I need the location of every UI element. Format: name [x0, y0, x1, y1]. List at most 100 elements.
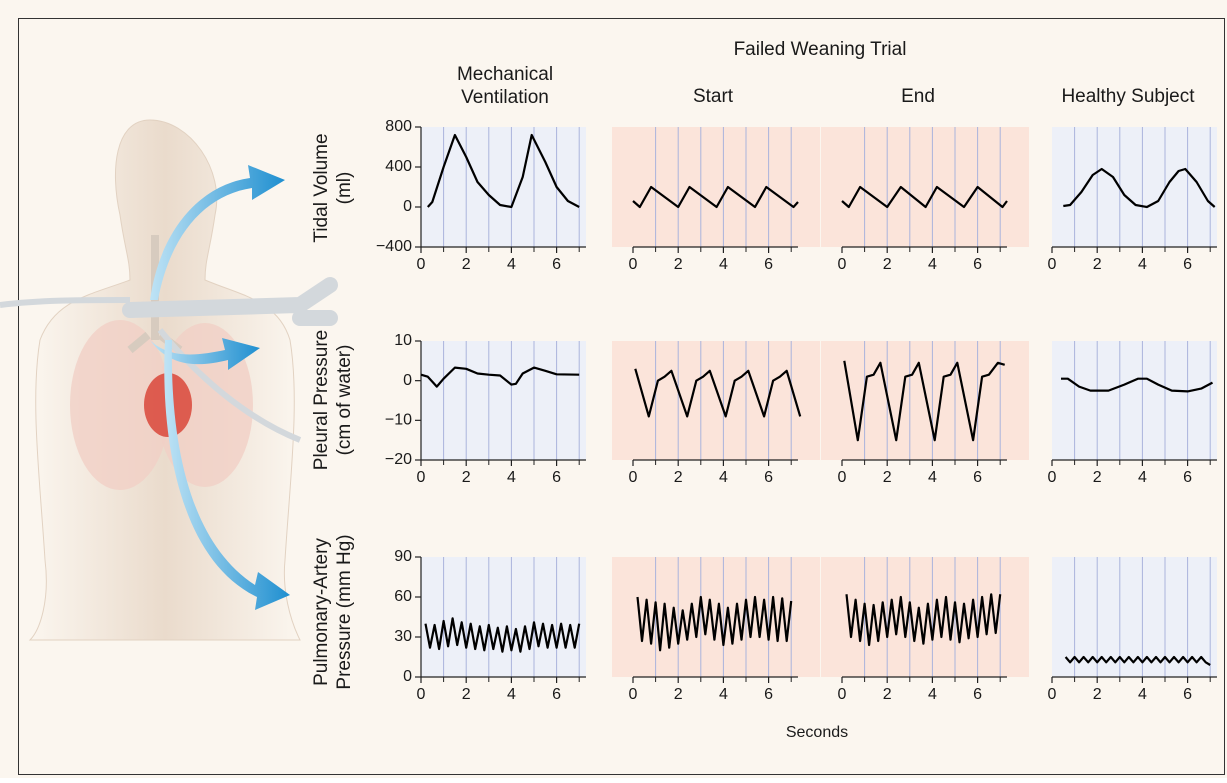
- x-tick-label: 2: [883, 256, 892, 273]
- panel-background: [421, 127, 586, 247]
- x-tick-label: 6: [764, 686, 773, 703]
- panel-background: [1052, 557, 1217, 677]
- panel-background: [1052, 341, 1217, 460]
- panel-background: [1052, 127, 1217, 247]
- x-tick-label: 4: [507, 469, 516, 486]
- x-tick-label: 6: [764, 469, 773, 486]
- x-tick-label: 0: [629, 256, 638, 273]
- panel-background: [612, 341, 820, 460]
- data-line: [1064, 655, 1211, 666]
- data-line: [424, 617, 581, 653]
- x-tick-label: 6: [973, 256, 982, 273]
- data-line: [634, 368, 802, 418]
- x-tick-label: 4: [928, 469, 937, 486]
- column-title: Ventilation: [461, 87, 549, 108]
- column-title: Start: [693, 86, 734, 107]
- panel-background: [821, 127, 1029, 247]
- x-tick-label: 4: [928, 256, 937, 273]
- x-tick-label: 4: [719, 686, 728, 703]
- data-line: [420, 366, 580, 388]
- x-tick-label: 6: [1183, 469, 1192, 486]
- x-tick-label: 6: [764, 256, 773, 273]
- y-tick-label: 60: [394, 588, 412, 605]
- x-tick-label: 4: [1138, 256, 1147, 273]
- x-tick-label: 0: [1048, 686, 1057, 703]
- x-tick-label: 0: [838, 469, 847, 486]
- x-tick-label: 0: [417, 256, 426, 273]
- x-tick-label: 4: [719, 469, 728, 486]
- x-tick-label: 4: [1138, 469, 1147, 486]
- y-tick-label: −10: [385, 412, 412, 429]
- data-line: [843, 360, 1006, 442]
- y-tick-label: 0: [403, 372, 412, 389]
- x-tick-label: 4: [507, 686, 516, 703]
- panel-background: [612, 127, 820, 247]
- anatomy-illustration: [0, 119, 338, 641]
- row-title: (cm of water): [334, 345, 355, 456]
- x-tick-label: 6: [1183, 256, 1192, 273]
- column-title: Mechanical: [457, 64, 553, 85]
- y-tick-label: 400: [385, 158, 412, 175]
- x-tick-label: 2: [1093, 256, 1102, 273]
- x-tick-label: 2: [462, 686, 471, 703]
- column-title: Healthy Subject: [1061, 86, 1195, 107]
- row-title: (ml): [334, 172, 355, 205]
- data-line: [632, 185, 799, 209]
- panel-background: [821, 341, 1029, 460]
- frame: [18, 18, 1225, 775]
- x-tick-label: 6: [1183, 686, 1192, 703]
- y-tick-label: 0: [403, 668, 412, 685]
- data-line: [1061, 377, 1214, 393]
- x-tick-label: 0: [838, 686, 847, 703]
- x-axis-title: Seconds: [786, 724, 848, 741]
- x-tick-label: 6: [552, 256, 561, 273]
- x-tick-label: 2: [674, 686, 683, 703]
- y-tick-label: −400: [376, 238, 412, 255]
- row-title: Pressure (mm Hg): [334, 534, 355, 689]
- y-tick-label: 800: [385, 118, 412, 135]
- y-tick-label: 10: [394, 332, 412, 349]
- data-line: [636, 595, 793, 652]
- panel-background: [421, 557, 586, 677]
- x-tick-label: 2: [883, 686, 892, 703]
- x-tick-label: 0: [1048, 469, 1057, 486]
- data-line: [1063, 167, 1216, 209]
- data-line: [841, 185, 1008, 209]
- data-line: [426, 133, 580, 209]
- x-tick-label: 2: [883, 469, 892, 486]
- data-line: [845, 593, 1002, 647]
- y-tick-label: −20: [385, 451, 412, 468]
- x-tick-label: 2: [1093, 469, 1102, 486]
- x-tick-label: 0: [417, 686, 426, 703]
- y-tick-label: 30: [394, 628, 412, 645]
- group-title: Failed Weaning Trial: [734, 39, 907, 60]
- x-tick-label: 2: [462, 469, 471, 486]
- x-tick-label: 2: [1093, 686, 1102, 703]
- x-tick-label: 6: [973, 686, 982, 703]
- x-tick-label: 6: [973, 469, 982, 486]
- x-tick-label: 4: [507, 256, 516, 273]
- column-title: End: [901, 86, 935, 107]
- x-tick-label: 0: [838, 256, 847, 273]
- panel-background: [421, 341, 586, 460]
- x-tick-label: 4: [928, 686, 937, 703]
- x-tick-label: 2: [462, 256, 471, 273]
- x-tick-label: 0: [629, 469, 638, 486]
- y-tick-label: 0: [403, 198, 412, 215]
- x-tick-label: 6: [552, 469, 561, 486]
- x-tick-label: 2: [674, 256, 683, 273]
- x-tick-label: 0: [417, 469, 426, 486]
- x-tick-label: 6: [552, 686, 561, 703]
- x-tick-label: 0: [1048, 256, 1057, 273]
- x-tick-label: 4: [719, 256, 728, 273]
- y-tick-label: 90: [394, 548, 412, 565]
- row-title: Tidal Volume: [311, 133, 332, 242]
- row-title: Pleural Pressure: [311, 330, 332, 470]
- x-tick-label: 2: [674, 469, 683, 486]
- x-tick-label: 4: [1138, 686, 1147, 703]
- x-tick-label: 0: [629, 686, 638, 703]
- panel-background: [612, 557, 820, 677]
- row-title: Pulmonary-Artery: [311, 538, 332, 686]
